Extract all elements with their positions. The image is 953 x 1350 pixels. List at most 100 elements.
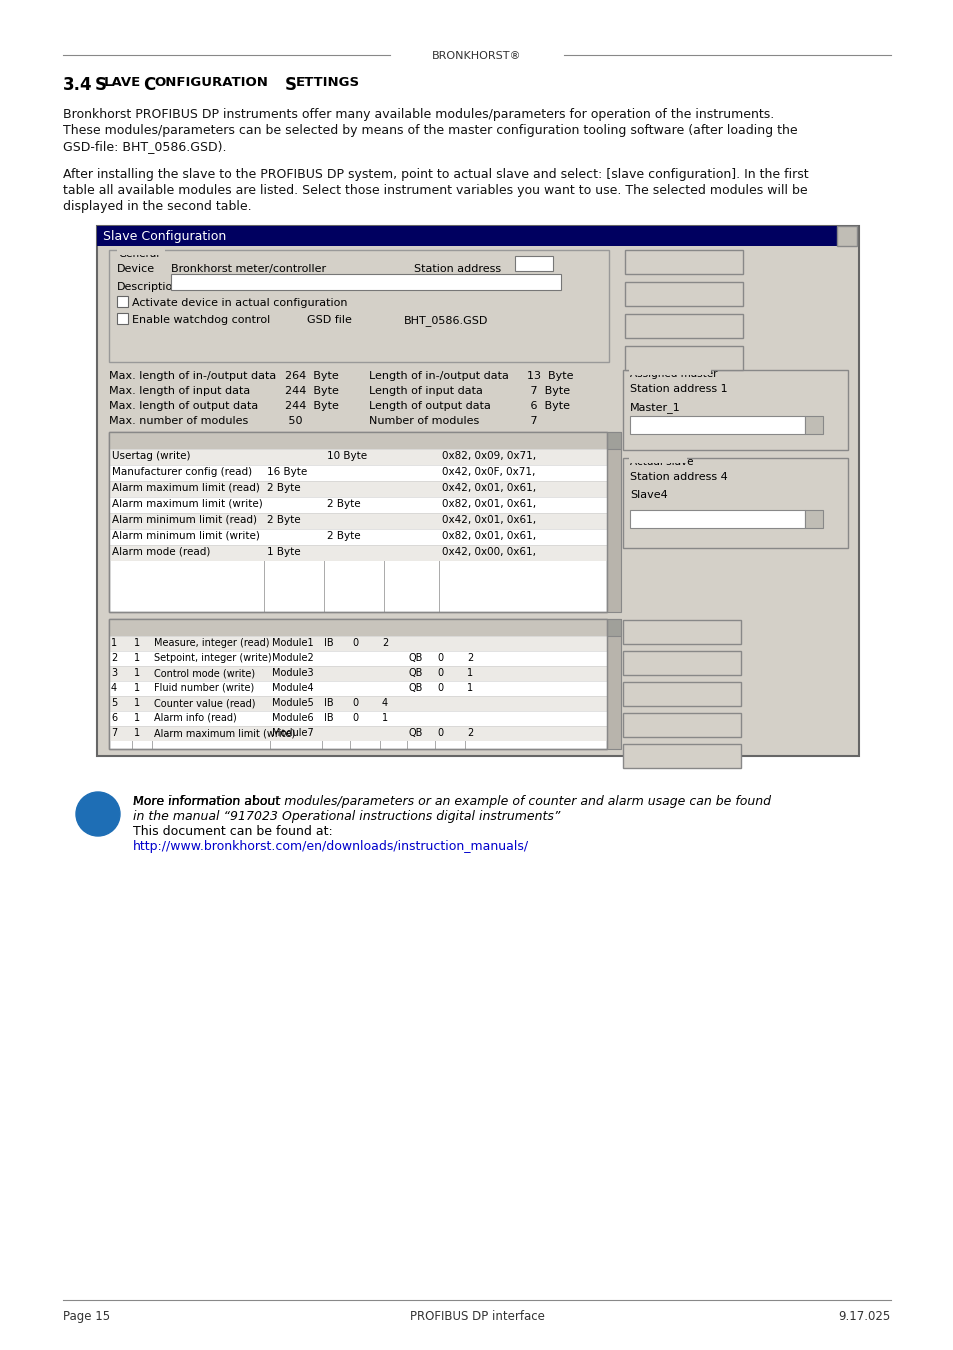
Text: Max. number of modules: Max. number of modules bbox=[109, 416, 248, 427]
Text: ETTINGS: ETTINGS bbox=[295, 76, 359, 89]
Text: Type: Type bbox=[324, 621, 346, 630]
Text: Slot: Slot bbox=[111, 621, 130, 630]
Text: Station address 1: Station address 1 bbox=[629, 383, 727, 394]
Text: Measure, integer (read): Measure, integer (read) bbox=[153, 639, 269, 648]
Text: ▼: ▼ bbox=[610, 738, 617, 748]
Text: IB: IB bbox=[324, 698, 334, 707]
Text: Max. length of output data: Max. length of output data bbox=[109, 401, 258, 410]
Text: Usertag (write): Usertag (write) bbox=[112, 451, 191, 460]
Text: 4: 4 bbox=[111, 683, 117, 693]
Text: O Addr.: O Addr. bbox=[436, 621, 472, 630]
Text: 2 Byte: 2 Byte bbox=[327, 531, 360, 541]
Text: DPV1 Settings: DPV1 Settings bbox=[641, 352, 725, 365]
Text: 2 Byte: 2 Byte bbox=[267, 483, 300, 493]
Text: Type: Type bbox=[409, 621, 431, 630]
Text: Description: Description bbox=[117, 282, 180, 292]
Bar bbox=[109, 666, 606, 680]
Text: OK: OK bbox=[675, 256, 692, 269]
Text: 2 Byte: 2 Byte bbox=[327, 500, 360, 509]
Text: 10 Byte: 10 Byte bbox=[327, 451, 367, 460]
Text: 1: 1 bbox=[133, 653, 140, 663]
Text: QB: QB bbox=[409, 668, 423, 678]
Text: 1: 1 bbox=[133, 713, 140, 724]
Text: More information about: More information about bbox=[132, 795, 284, 809]
Text: IB: IB bbox=[324, 639, 334, 648]
Text: IB: IB bbox=[324, 713, 334, 724]
Text: Outputs: Outputs bbox=[327, 433, 369, 444]
Text: 1 Byte: 1 Byte bbox=[267, 547, 300, 558]
Text: 5: 5 bbox=[111, 698, 117, 707]
Text: ONFIGURATION: ONFIGURATION bbox=[153, 76, 268, 89]
Bar bbox=[117, 313, 128, 324]
Text: Identifier: Identifier bbox=[441, 433, 489, 444]
Bar bbox=[606, 432, 620, 612]
Text: Activate device in actual configuration: Activate device in actual configuration bbox=[132, 298, 347, 308]
Bar bbox=[109, 711, 606, 726]
Bar bbox=[109, 620, 606, 749]
Bar bbox=[109, 432, 606, 450]
Text: 0: 0 bbox=[352, 713, 357, 724]
Text: 7: 7 bbox=[526, 416, 537, 427]
Text: ▼: ▼ bbox=[610, 602, 617, 612]
Text: 0: 0 bbox=[436, 728, 442, 738]
Text: Symbolic Names: Symbolic Names bbox=[638, 751, 724, 760]
Text: ▲: ▲ bbox=[610, 433, 617, 443]
Text: 0x82, 0x01, 0x61,: 0x82, 0x01, 0x61, bbox=[441, 500, 536, 509]
Text: 1: 1 bbox=[467, 683, 473, 693]
Text: 1: 1 bbox=[133, 683, 140, 693]
Text: Max. length of input data: Max. length of input data bbox=[109, 386, 250, 396]
Text: Assigned master: Assigned master bbox=[629, 369, 717, 379]
Text: 3.4: 3.4 bbox=[63, 76, 92, 95]
Text: 0x42, 0x01, 0x61,: 0x42, 0x01, 0x61, bbox=[441, 483, 536, 493]
Text: 2: 2 bbox=[467, 728, 473, 738]
Text: 3: 3 bbox=[111, 668, 117, 678]
Bar bbox=[109, 680, 606, 697]
Text: GSD-file: BHT_0586.GSD).: GSD-file: BHT_0586.GSD). bbox=[63, 140, 226, 153]
Bar bbox=[622, 458, 847, 548]
Text: Alarm mode (read): Alarm mode (read) bbox=[112, 547, 211, 558]
Text: This document can be found at:: This document can be found at: bbox=[132, 825, 333, 838]
Text: table all available modules are listed. Select those instrument variables you wa: table all available modules are listed. … bbox=[63, 184, 807, 197]
Text: PROFIBUS DP interface: PROFIBUS DP interface bbox=[409, 1310, 544, 1323]
Text: C: C bbox=[143, 76, 155, 95]
Text: Device: Device bbox=[117, 265, 155, 274]
Text: Parameter Data...: Parameter Data... bbox=[631, 320, 736, 333]
Bar bbox=[117, 246, 165, 255]
Text: Module: Module bbox=[153, 621, 190, 630]
Text: Module4: Module4 bbox=[272, 683, 314, 693]
Text: Alarm minimum limit (read): Alarm minimum limit (read) bbox=[112, 514, 256, 525]
Text: 7  Byte: 7 Byte bbox=[526, 386, 570, 396]
Text: ✓: ✓ bbox=[118, 297, 126, 306]
Text: i: i bbox=[94, 801, 102, 819]
Text: Alarm info (read): Alarm info (read) bbox=[153, 713, 236, 724]
Text: 244  Byte: 244 Byte bbox=[285, 386, 338, 396]
Bar bbox=[606, 620, 620, 749]
Text: 0: 0 bbox=[352, 698, 357, 707]
Bar bbox=[109, 636, 606, 651]
Text: Module2: Module2 bbox=[272, 653, 314, 663]
Text: 13  Byte: 13 Byte bbox=[526, 371, 573, 381]
Bar bbox=[624, 250, 742, 274]
Bar bbox=[109, 697, 606, 711]
Text: Module6: Module6 bbox=[272, 713, 314, 724]
Text: 1 / CIF60-PB: 1 / CIF60-PB bbox=[633, 418, 700, 429]
Bar bbox=[109, 464, 606, 481]
Text: Master_1: Master_1 bbox=[629, 402, 680, 413]
Bar bbox=[628, 364, 710, 375]
Text: Slave Configuration: Slave Configuration bbox=[103, 230, 226, 243]
Text: 6: 6 bbox=[111, 713, 117, 724]
Text: 50: 50 bbox=[285, 416, 302, 427]
Text: QB: QB bbox=[409, 683, 423, 693]
Text: 7: 7 bbox=[111, 728, 117, 738]
Bar bbox=[109, 529, 606, 545]
Text: Predefined Modules: Predefined Modules bbox=[630, 720, 733, 729]
Text: 1: 1 bbox=[133, 698, 140, 707]
Text: Fluid number (write): Fluid number (write) bbox=[153, 683, 254, 693]
Text: 0: 0 bbox=[436, 683, 442, 693]
Bar bbox=[629, 510, 804, 528]
Text: Idx: Idx bbox=[133, 621, 149, 630]
Text: Inputs: Inputs bbox=[267, 433, 299, 444]
Text: 0x42, 0x00, 0x61,: 0x42, 0x00, 0x61, bbox=[441, 547, 536, 558]
Text: 4: 4 bbox=[517, 258, 524, 269]
Text: QB: QB bbox=[409, 653, 423, 663]
